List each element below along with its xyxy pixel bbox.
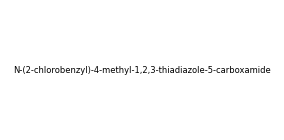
Text: N-(2-chlorobenzyl)-4-methyl-1,2,3-thiadiazole-5-carboxamide: N-(2-chlorobenzyl)-4-methyl-1,2,3-thiadi… [13,66,271,74]
